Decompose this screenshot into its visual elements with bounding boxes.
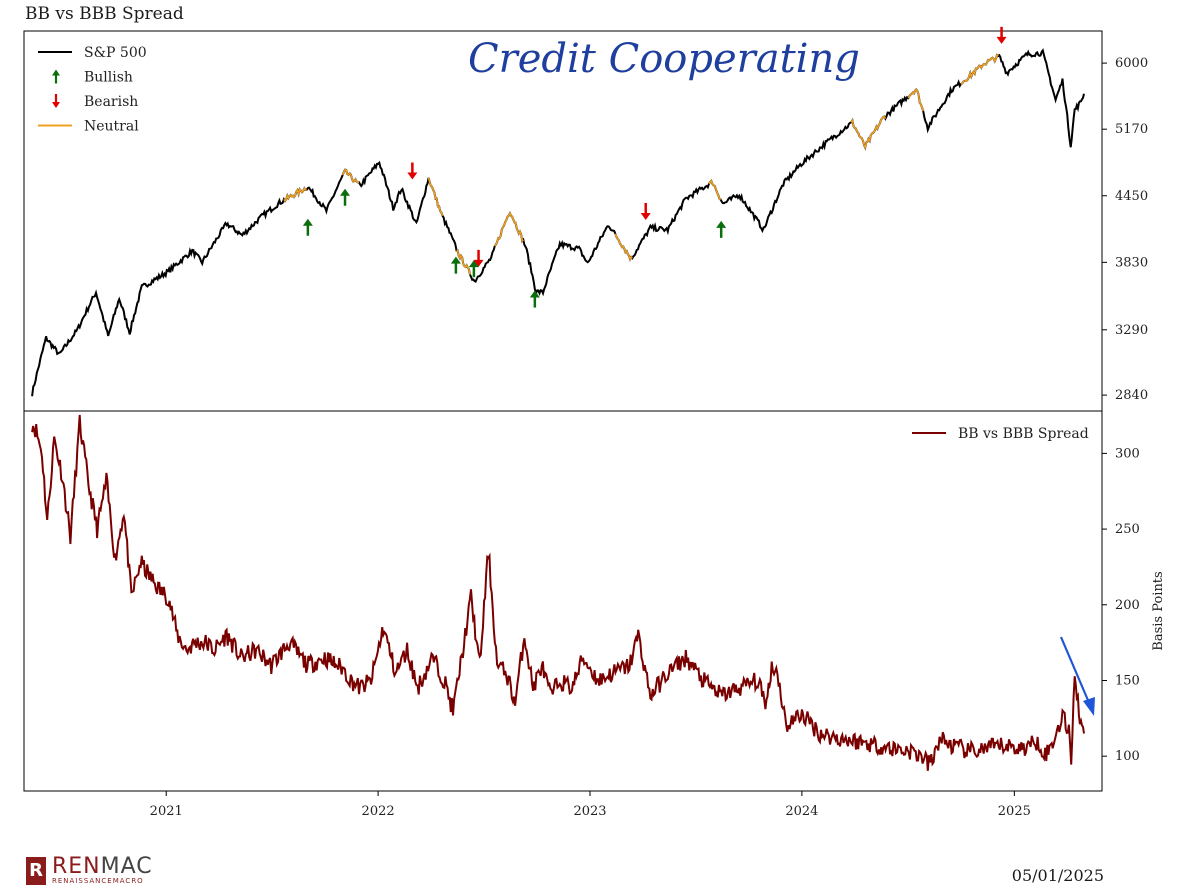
figure-title: BB vs BBB Spread xyxy=(25,4,184,24)
spread-ytick-label: 300 xyxy=(1115,446,1140,461)
handwritten-annotation: Credit Cooperating xyxy=(468,36,860,82)
neutral-segment xyxy=(283,186,307,203)
sp500-panel: 2840 3290 3830 4450 5170 6000 S&P 500 Bullish Be… xyxy=(23,26,1148,412)
logo-wordmark-b: MAC xyxy=(100,854,153,879)
neutral-segment xyxy=(494,211,524,247)
neutral-segment xyxy=(907,88,924,112)
bearish-arrow-head xyxy=(407,172,418,180)
annotations xyxy=(1059,636,1095,716)
logo-mark: R xyxy=(26,856,46,885)
blue-arrow-shaft xyxy=(1059,636,1092,706)
sp500-ytick-label: 4450 xyxy=(1115,189,1148,204)
spread-panel: 100 150 200 250 300 2021 2022 2023 2024 2025 Basis… xyxy=(23,410,1166,819)
spread-ytick-label: 250 xyxy=(1115,522,1140,537)
legend-label: Bullish xyxy=(84,70,133,86)
bearish-arrow xyxy=(473,249,484,267)
bullish-arrow-head xyxy=(716,220,727,228)
bearish-arrow-head xyxy=(640,213,651,221)
legend-label: Bearish xyxy=(84,94,138,110)
xtick-label: 2021 xyxy=(150,804,183,819)
spread-frame xyxy=(23,410,1103,792)
blue-arrow-head xyxy=(1083,697,1095,716)
sp500-ytick-label: 5170 xyxy=(1115,122,1148,137)
bearish-arrow xyxy=(996,26,1007,44)
xtick-label: 2024 xyxy=(785,804,818,819)
neutral-segment xyxy=(456,249,471,275)
legend-swatch-arrow-head xyxy=(52,69,60,76)
sp500-legend: S&P 500 Bullish Bearish Neutral xyxy=(38,45,147,135)
sp500-ytick-label: 3830 xyxy=(1115,255,1148,270)
neutral-segment xyxy=(850,115,887,151)
bullish-arrow-head xyxy=(340,188,351,196)
xtick-label: 2025 xyxy=(998,804,1031,819)
logo-text: RENMAC RENAISSANCEMACRO xyxy=(52,856,153,885)
neutral-segment xyxy=(708,179,722,201)
sp500-line xyxy=(31,48,1085,397)
bearish-arrow-head xyxy=(996,36,1007,44)
bullish-arrow xyxy=(716,220,727,238)
bearish-arrow-head xyxy=(473,259,484,267)
sp500-ytick-label: 2840 xyxy=(1115,388,1148,403)
bearish-arrow xyxy=(407,162,418,180)
logo-wordmark: RENMAC xyxy=(52,856,153,878)
legend-label: S&P 500 xyxy=(84,45,147,61)
logo-wordmark-a: REN xyxy=(52,854,101,879)
bullish-arrow xyxy=(468,260,479,278)
spread-ytick-label: 200 xyxy=(1115,598,1140,613)
neutral-segment xyxy=(614,233,633,262)
spread-line xyxy=(31,414,1085,771)
xtick-label: 2022 xyxy=(362,804,395,819)
sp500-ytick-label: 6000 xyxy=(1115,56,1148,71)
neutral-segment xyxy=(427,177,444,217)
bullish-arrow xyxy=(302,218,313,236)
bearish-arrow xyxy=(640,203,651,221)
neutral-segment xyxy=(341,168,360,184)
bullish-arrow xyxy=(529,290,540,308)
legend-label: BB vs BBB Spread xyxy=(958,426,1089,442)
bullish-arrow xyxy=(450,256,461,274)
bullish-arrow-head xyxy=(468,260,479,268)
neutral-segment xyxy=(960,53,999,85)
bullish-arrow-head xyxy=(450,256,461,264)
spread-legend: BB vs BBB Spread xyxy=(912,426,1089,442)
logo-subtitle: RENAISSANCEMACRO xyxy=(52,877,144,885)
legend-swatch-arrow-head xyxy=(52,102,60,108)
legend-label: Neutral xyxy=(84,119,139,135)
bullish-arrow-head xyxy=(302,218,313,226)
spread-ytick-label: 100 xyxy=(1115,749,1140,764)
bullish-arrow-head xyxy=(529,290,540,298)
spread-ylabel: Basis Points xyxy=(1151,571,1166,650)
report-date: 05/01/2025 xyxy=(1011,866,1104,885)
renmac-logo: R RENMAC RENAISSANCEMACRO xyxy=(26,856,153,885)
sp500-frame xyxy=(23,30,1103,412)
spread-ytick-label: 150 xyxy=(1115,673,1140,688)
sp500-ytick-label: 3290 xyxy=(1115,323,1148,338)
bullish-arrow xyxy=(340,188,351,206)
xtick-label: 2023 xyxy=(573,804,606,819)
